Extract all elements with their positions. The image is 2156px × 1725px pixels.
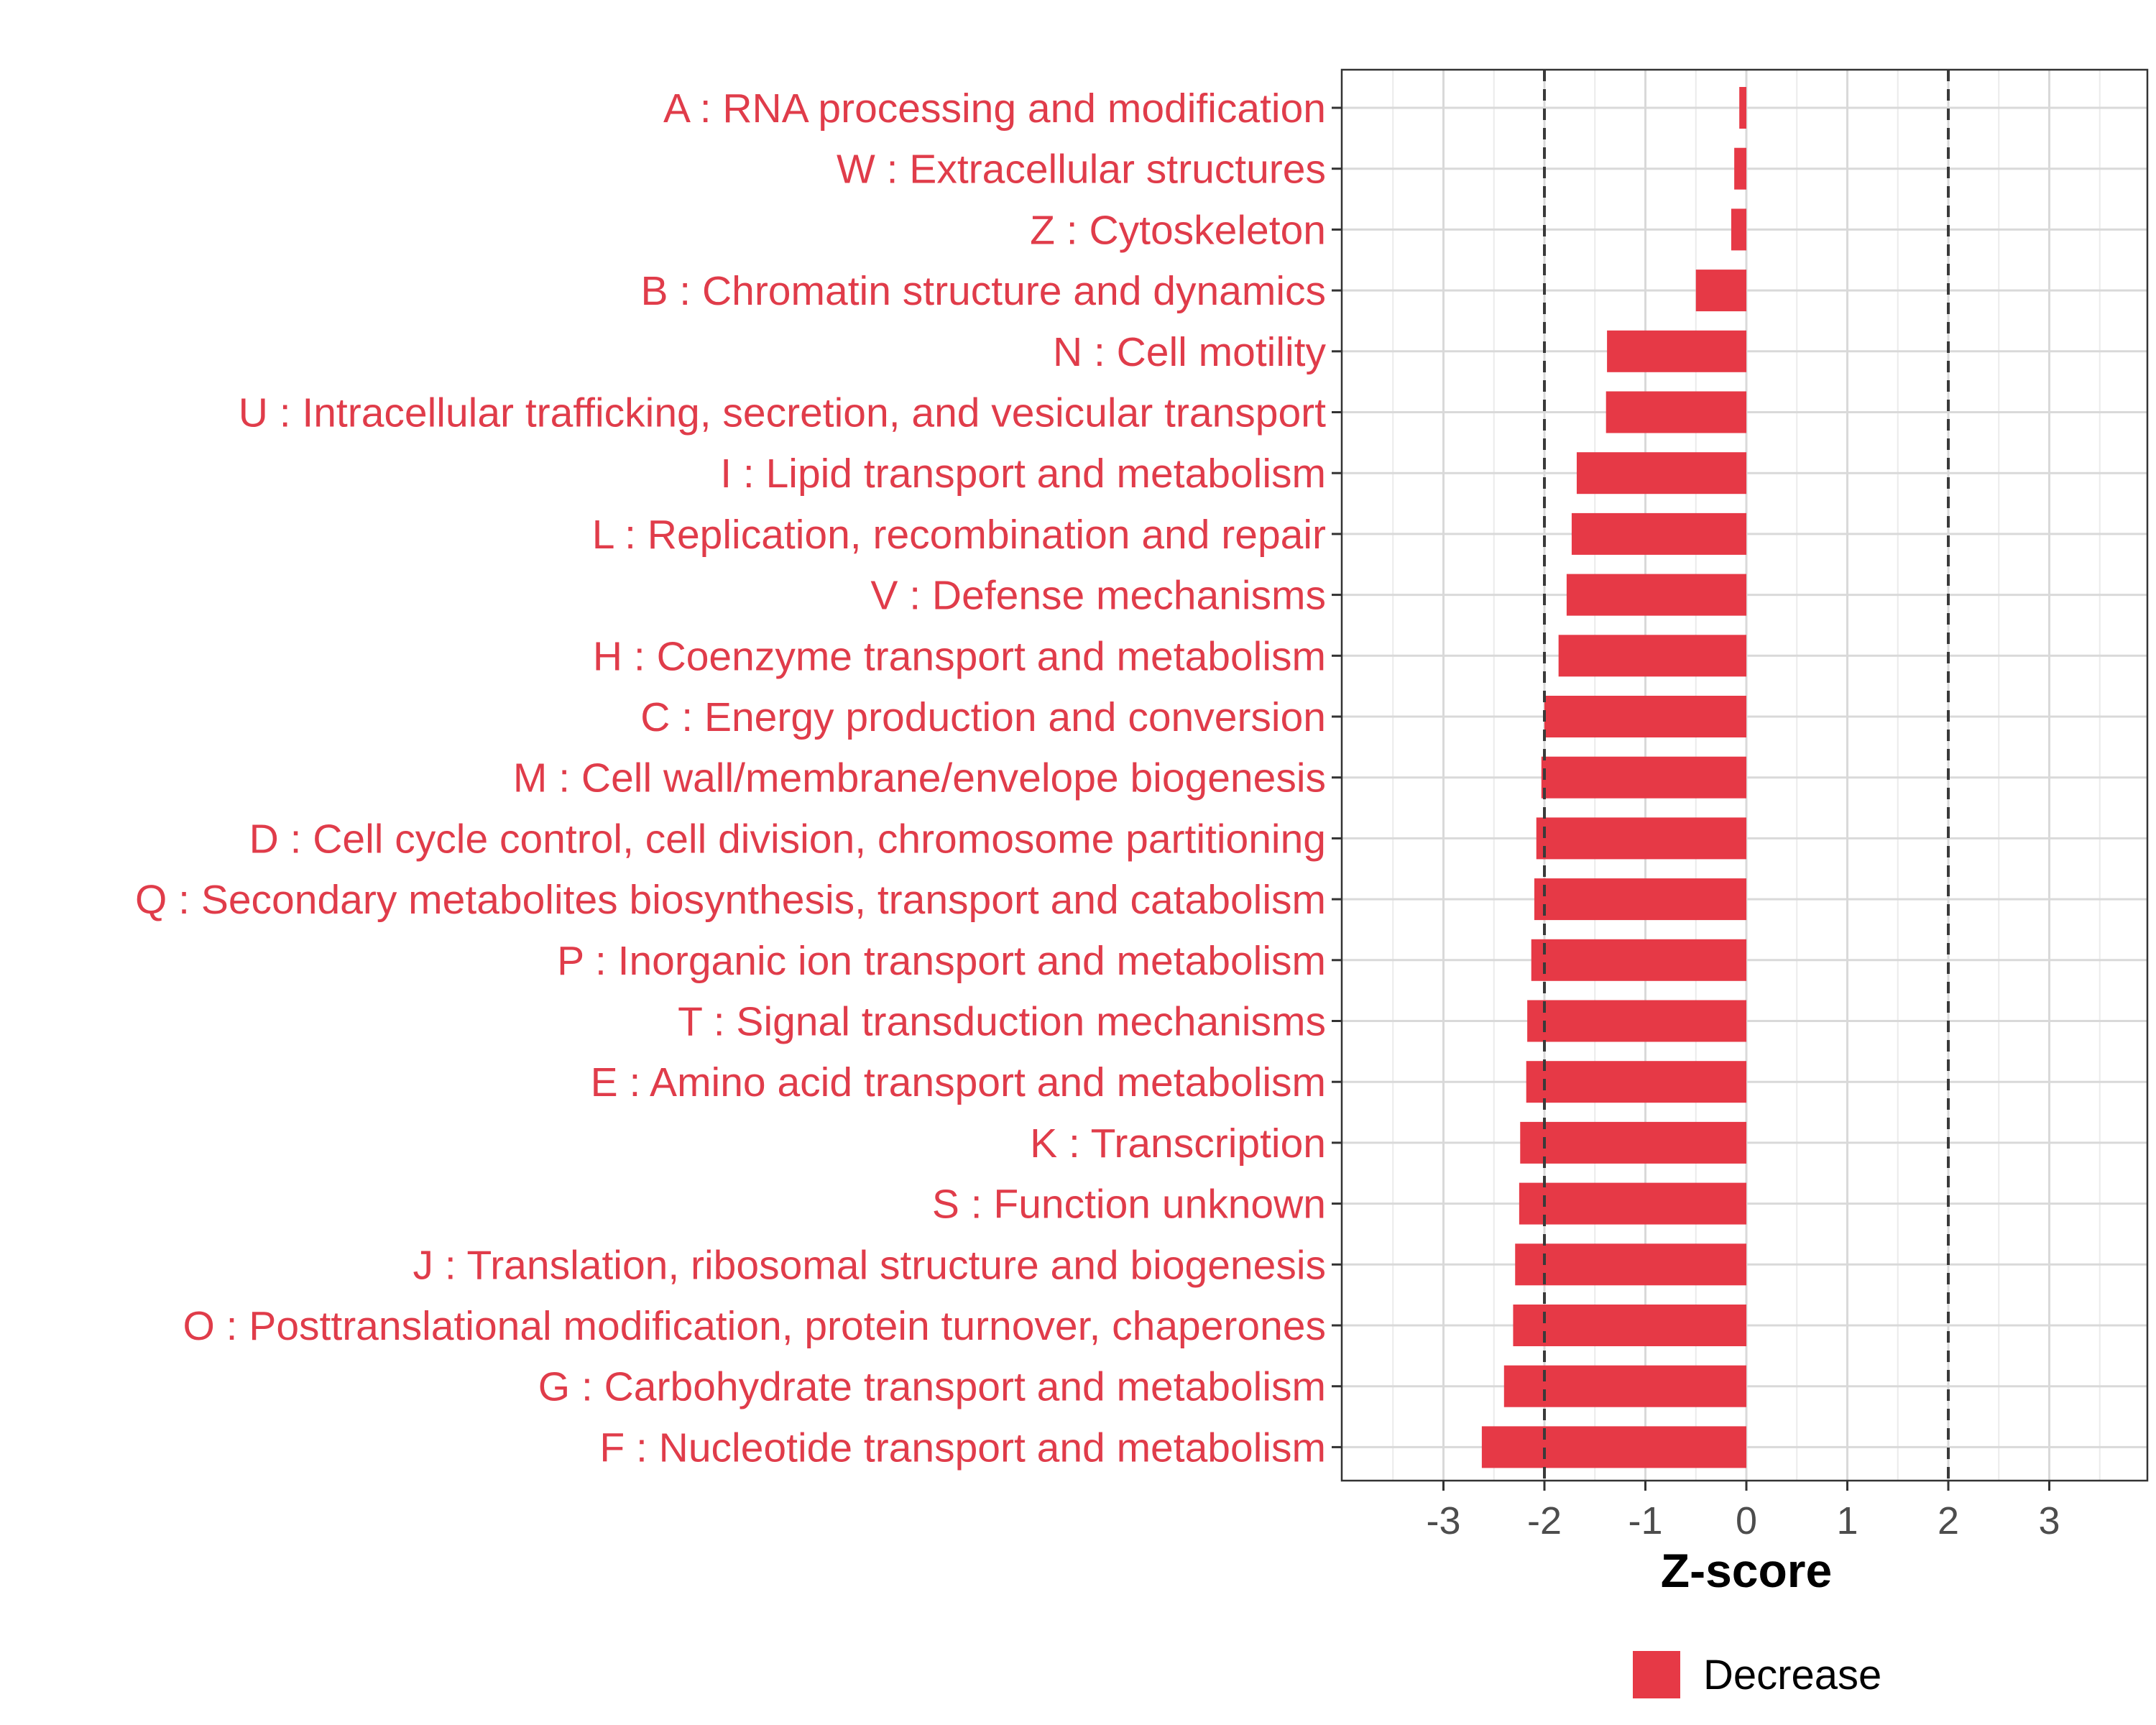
x-tick-label: 3 bbox=[2038, 1499, 2060, 1542]
category-label: O : Posttranslational modification, prot… bbox=[183, 1303, 1326, 1349]
bar bbox=[1513, 1305, 1746, 1346]
bar bbox=[1534, 878, 1746, 921]
x-tick-label: 1 bbox=[1836, 1499, 1858, 1542]
x-tick-label: 0 bbox=[1736, 1499, 1757, 1542]
x-axis-labels: -3 -2 -1 0 1 2 3 bbox=[1426, 1499, 2060, 1542]
x-tick-label: -3 bbox=[1426, 1499, 1460, 1542]
category-label: F : Nucleotide transport and metabolism bbox=[599, 1425, 1326, 1471]
category-label: B : Chromatin structure and dynamics bbox=[640, 268, 1326, 314]
bar bbox=[1520, 1121, 1746, 1164]
category-label: Q : Secondary metabolites biosynthesis, … bbox=[135, 877, 1326, 923]
bars bbox=[1481, 87, 1746, 1468]
bar bbox=[1526, 1061, 1746, 1103]
category-label: J : Translation, ribosomal structure and… bbox=[413, 1242, 1326, 1288]
category-label: T : Signal transduction mechanisms bbox=[678, 999, 1326, 1045]
x-tick-label: -2 bbox=[1527, 1499, 1562, 1542]
legend: Decrease bbox=[1633, 1651, 1881, 1698]
x-tick-label: 2 bbox=[1938, 1499, 1959, 1542]
y-axis-ticks bbox=[1332, 106, 1342, 1448]
bar bbox=[1739, 87, 1746, 129]
category-label: N : Cell motility bbox=[1053, 329, 1327, 375]
bar bbox=[1695, 270, 1746, 312]
legend-key-decrease bbox=[1633, 1651, 1680, 1698]
bar bbox=[1731, 208, 1746, 251]
bar bbox=[1536, 817, 1746, 860]
legend-label-decrease: Decrease bbox=[1703, 1652, 1881, 1698]
plot-panel-border bbox=[1340, 68, 2149, 1482]
category-label: U : Intracellular trafficking, secretion… bbox=[239, 390, 1326, 436]
category-label: K : Transcription bbox=[1030, 1121, 1326, 1167]
category-label: D : Cell cycle control, cell division, c… bbox=[249, 816, 1326, 862]
bar bbox=[1734, 147, 1746, 190]
category-label: P : Inorganic ion transport and metaboli… bbox=[557, 938, 1326, 984]
bar bbox=[1481, 1426, 1746, 1468]
category-label: I : Lipid transport and metabolism bbox=[720, 451, 1326, 497]
category-label: C : Energy production and conversion bbox=[640, 694, 1326, 740]
reference-lines bbox=[1543, 70, 1950, 1481]
category-label: Z : Cytoskeleton bbox=[1030, 207, 1326, 253]
x-axis-ticks bbox=[1442, 1481, 2050, 1491]
category-label: G : Carbohydrate transport and metabolis… bbox=[538, 1364, 1326, 1410]
category-label: L : Replication, recombination and repai… bbox=[592, 512, 1326, 558]
bar bbox=[1531, 939, 1746, 981]
category-label: S : Function unknown bbox=[932, 1182, 1326, 1228]
category-label: M : Cell wall/membrane/envelope biogenes… bbox=[513, 755, 1326, 801]
category-label: E : Amino acid transport and metabolism bbox=[591, 1059, 1326, 1105]
bar bbox=[1541, 756, 1746, 799]
bar bbox=[1503, 1365, 1746, 1407]
bar bbox=[1571, 512, 1746, 555]
bar bbox=[1607, 330, 1746, 372]
bar bbox=[1566, 574, 1746, 616]
category-label: H : Coenzyme transport and metabolism bbox=[593, 633, 1326, 679]
bar bbox=[1606, 391, 1746, 433]
bar bbox=[1519, 1182, 1746, 1225]
category-label: A : RNA processing and modification bbox=[663, 86, 1326, 132]
x-tick-label: -1 bbox=[1628, 1499, 1662, 1542]
bar bbox=[1515, 1243, 1746, 1286]
bar bbox=[1544, 696, 1746, 737]
category-label: W : Extracellular structures bbox=[837, 147, 1326, 193]
category-label: V : Defense mechanisms bbox=[870, 573, 1326, 619]
x-axis-title: Z-score bbox=[1661, 1544, 1832, 1597]
y-axis-labels: A : RNA processing and modification W : E… bbox=[135, 86, 1327, 1471]
bar bbox=[1558, 635, 1746, 677]
bar bbox=[1527, 1000, 1746, 1042]
bar bbox=[1576, 452, 1746, 494]
